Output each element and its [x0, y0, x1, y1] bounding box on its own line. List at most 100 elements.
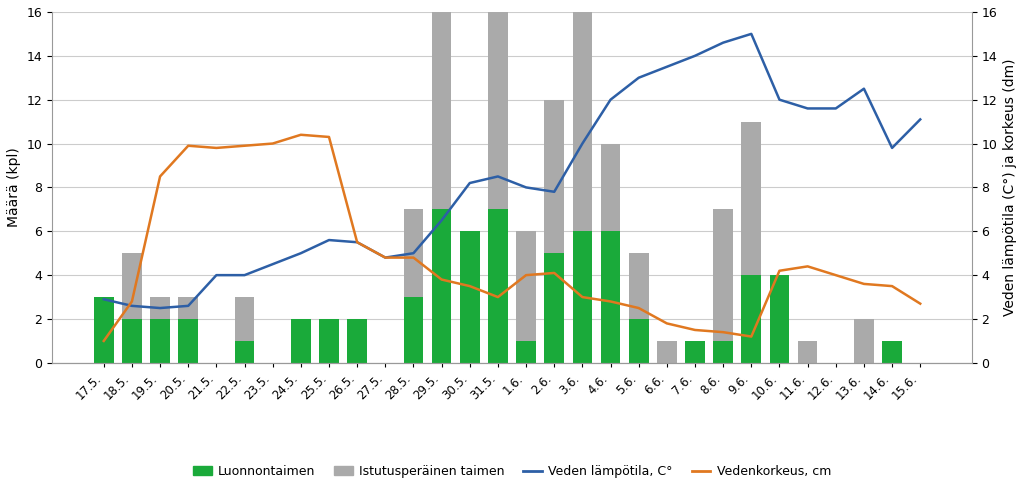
Veden lämpötila, C°	[323, 237, 335, 243]
Bar	[685, 341, 705, 363]
Vedenkorkeus, cm	[323, 134, 335, 140]
Bar	[545, 100, 564, 253]
Bar	[432, 209, 452, 363]
Vedenkorkeus, cm	[266, 140, 279, 146]
Vedenkorkeus, cm	[126, 298, 138, 304]
Veden lämpötila, C°	[154, 305, 166, 311]
Bar	[234, 341, 254, 363]
Bar	[545, 253, 564, 363]
Bar	[178, 319, 198, 363]
Veden lämpötila, C°	[858, 86, 870, 92]
Bar	[460, 231, 479, 363]
Bar	[572, 231, 592, 363]
Vedenkorkeus, cm	[182, 143, 195, 149]
Vedenkorkeus, cm	[520, 272, 532, 278]
Vedenkorkeus, cm	[295, 132, 307, 138]
Vedenkorkeus, cm	[154, 174, 166, 180]
Bar	[714, 341, 733, 363]
Bar	[601, 143, 621, 231]
Vedenkorkeus, cm	[577, 294, 589, 300]
Veden lämpötila, C°	[829, 106, 842, 112]
Vedenkorkeus, cm	[464, 283, 476, 289]
Vedenkorkeus, cm	[802, 264, 814, 270]
Bar	[714, 209, 733, 341]
Vedenkorkeus, cm	[633, 305, 645, 311]
Bar	[122, 253, 141, 319]
Vedenkorkeus, cm	[886, 283, 898, 289]
Bar	[234, 297, 254, 341]
Vedenkorkeus, cm	[660, 320, 673, 326]
Bar	[657, 341, 677, 363]
Bar	[798, 341, 817, 363]
Bar	[741, 122, 761, 275]
Veden lämpötila, C°	[604, 97, 616, 103]
Legend: Luonnontaimen, Istutusperäinen taimen, Veden lämpötila, C°, Vedenkorkeus, cm: Luonnontaimen, Istutusperäinen taimen, V…	[188, 460, 836, 483]
Vedenkorkeus, cm	[717, 329, 729, 335]
Bar	[488, 209, 508, 363]
Vedenkorkeus, cm	[408, 255, 420, 261]
Veden lämpötila, C°	[745, 31, 758, 37]
Veden lämpötila, C°	[97, 296, 110, 302]
Bar	[516, 341, 536, 363]
Veden lämpötila, C°	[492, 174, 504, 180]
Veden lämpötila, C°	[435, 217, 447, 223]
Vedenkorkeus, cm	[858, 281, 870, 287]
Veden lämpötila, C°	[295, 250, 307, 256]
Bar	[516, 231, 536, 341]
Vedenkorkeus, cm	[773, 268, 785, 274]
Bar	[629, 319, 648, 363]
Y-axis label: Määrä (kpl): Määrä (kpl)	[7, 147, 20, 227]
Line: Veden lämpötila, C°: Veden lämpötila, C°	[103, 34, 921, 308]
Bar	[291, 319, 310, 363]
Bar	[854, 319, 873, 363]
Vedenkorkeus, cm	[914, 301, 927, 307]
Veden lämpötila, C°	[182, 303, 195, 309]
Veden lämpötila, C°	[126, 303, 138, 309]
Veden lämpötila, C°	[802, 106, 814, 112]
Vedenkorkeus, cm	[97, 338, 110, 344]
Vedenkorkeus, cm	[829, 272, 842, 278]
Bar	[151, 297, 170, 319]
Veden lämpötila, C°	[660, 64, 673, 70]
Bar	[432, 0, 452, 209]
Vedenkorkeus, cm	[604, 298, 616, 304]
Vedenkorkeus, cm	[351, 239, 364, 245]
Vedenkorkeus, cm	[239, 143, 251, 149]
Veden lämpötila, C°	[773, 97, 785, 103]
Bar	[151, 319, 170, 363]
Vedenkorkeus, cm	[492, 294, 504, 300]
Veden lämpötila, C°	[266, 261, 279, 267]
Bar	[403, 209, 423, 297]
Veden lämpötila, C°	[351, 239, 364, 245]
Bar	[403, 297, 423, 363]
Bar	[178, 297, 198, 319]
Bar	[572, 0, 592, 231]
Vedenkorkeus, cm	[689, 327, 701, 333]
Y-axis label: Veden lämpötila (C°) ja korkeus (dm): Veden lämpötila (C°) ja korkeus (dm)	[1004, 59, 1017, 316]
Bar	[319, 319, 339, 363]
Vedenkorkeus, cm	[435, 277, 447, 283]
Veden lämpötila, C°	[689, 53, 701, 59]
Veden lämpötila, C°	[520, 185, 532, 191]
Bar	[883, 341, 902, 363]
Bar	[629, 253, 648, 319]
Line: Vedenkorkeus, cm: Vedenkorkeus, cm	[103, 135, 921, 341]
Bar	[488, 0, 508, 209]
Veden lämpötila, C°	[633, 75, 645, 81]
Bar	[770, 275, 790, 363]
Vedenkorkeus, cm	[745, 333, 758, 340]
Bar	[741, 275, 761, 363]
Veden lämpötila, C°	[914, 116, 927, 122]
Bar	[347, 319, 367, 363]
Veden lämpötila, C°	[548, 189, 560, 195]
Vedenkorkeus, cm	[548, 270, 560, 276]
Vedenkorkeus, cm	[210, 145, 222, 151]
Bar	[94, 297, 114, 363]
Veden lämpötila, C°	[464, 180, 476, 186]
Bar	[122, 319, 141, 363]
Vedenkorkeus, cm	[379, 255, 391, 261]
Veden lämpötila, C°	[379, 255, 391, 261]
Veden lämpötila, C°	[886, 145, 898, 151]
Veden lämpötila, C°	[577, 140, 589, 146]
Bar	[601, 231, 621, 363]
